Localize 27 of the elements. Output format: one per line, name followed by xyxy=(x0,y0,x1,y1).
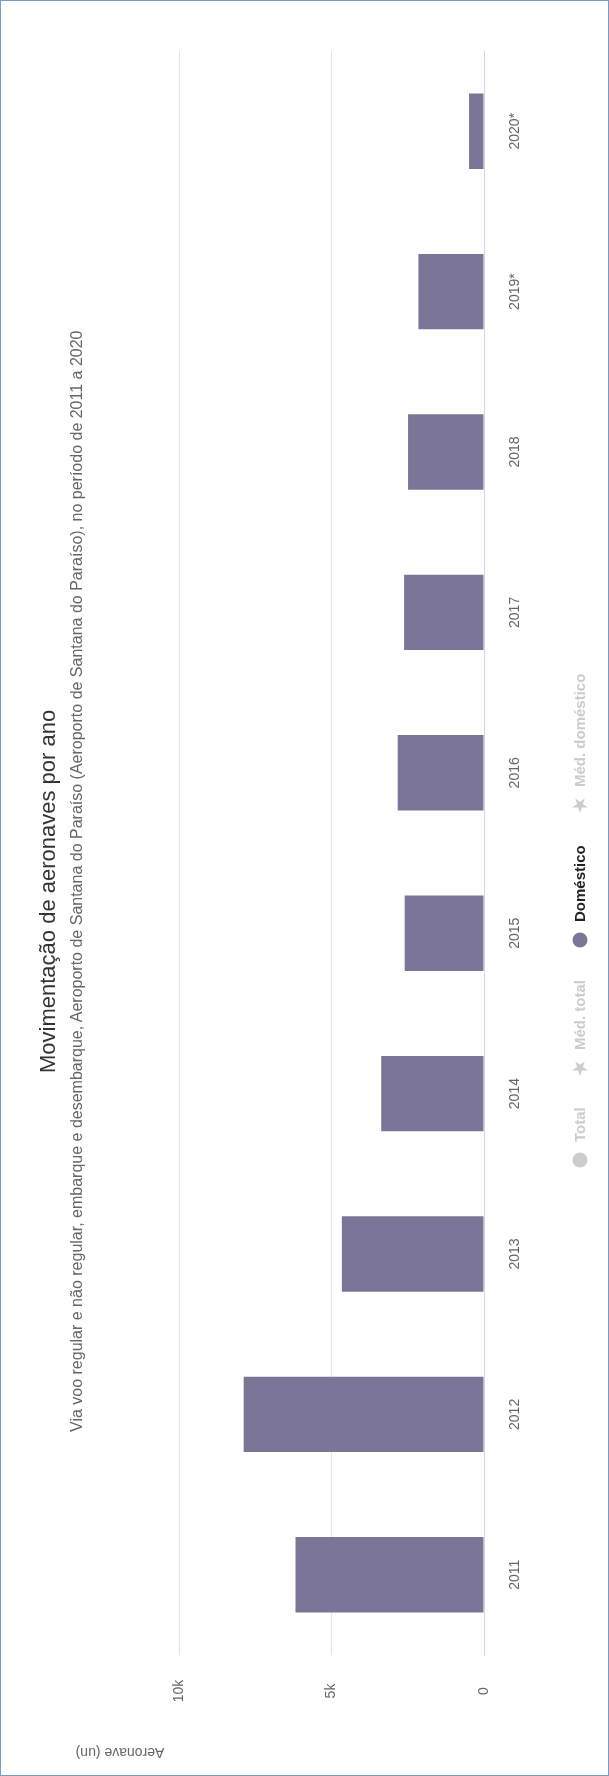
y-tick-label: 2013 xyxy=(505,1238,522,1270)
y-tick-label: 2018 xyxy=(505,436,522,468)
text: Movimentação de aeronaves por ano xyxy=(35,708,61,1075)
text: Via voo regular e não regular, embarque e desembarque, Aeroporto de Santana do Paraíso (Aeroporto de Santana do Paraíso), no período de 2011 a 2020 xyxy=(67,329,86,1434)
bar xyxy=(418,253,484,330)
bar xyxy=(243,1376,484,1453)
bar xyxy=(295,1537,484,1613)
x-tick-label: 0 xyxy=(474,1686,491,1695)
y-tick-label: 2020* xyxy=(505,112,522,150)
bar xyxy=(404,574,484,651)
y-tick-label: 2012 xyxy=(505,1398,522,1430)
y-tick-label: 2019* xyxy=(505,272,522,310)
text: Doméstico xyxy=(571,844,588,922)
bar xyxy=(341,1216,484,1292)
x-axis-title: Aeronave (un) xyxy=(75,1745,165,1762)
y-tick-label: 2014 xyxy=(505,1077,522,1110)
x-tick-label: 10k xyxy=(169,1678,186,1703)
bar xyxy=(381,1055,484,1132)
x-tick-label: 5k xyxy=(322,1682,339,1699)
y-tick-label: 2016 xyxy=(505,757,522,789)
bar xyxy=(397,735,484,811)
y-tick-label: 2017 xyxy=(505,596,522,628)
bar xyxy=(404,895,484,971)
y-tick-label: 2011 xyxy=(505,1559,522,1590)
y-tick-label: 2015 xyxy=(505,917,522,949)
bar xyxy=(469,93,484,169)
bar xyxy=(408,414,484,490)
